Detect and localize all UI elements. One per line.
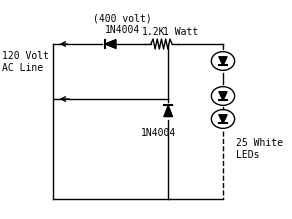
Text: 25 White
LEDs: 25 White LEDs (237, 138, 284, 160)
Text: 1N4004: 1N4004 (141, 128, 177, 138)
Polygon shape (219, 115, 227, 123)
Text: 1.2K: 1.2K (142, 27, 166, 37)
Text: (400 volt)
1N4004: (400 volt) 1N4004 (93, 13, 152, 35)
Text: 1 Watt: 1 Watt (163, 27, 198, 37)
Polygon shape (219, 57, 227, 65)
Polygon shape (219, 92, 227, 100)
Polygon shape (105, 40, 116, 48)
Polygon shape (164, 105, 173, 117)
Text: 120 Volt
AC Line: 120 Volt AC Line (2, 51, 49, 73)
